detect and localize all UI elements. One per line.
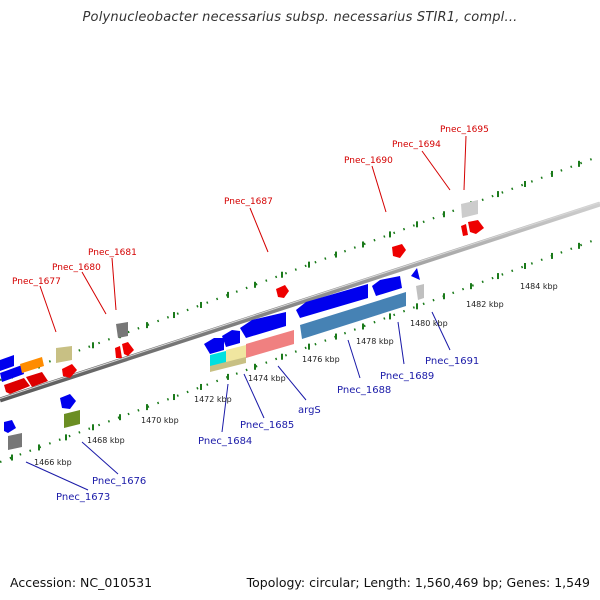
gene-label[interactable]: Pnec_1690 [344,156,393,166]
gene-block[interactable] [122,342,134,356]
gene-block[interactable] [416,284,424,300]
gene-block[interactable] [296,284,368,318]
topology-text: Topology: circular; Length: 1,560,469 bp… [246,575,590,590]
scale-label: 1484 kbp [520,282,558,291]
gene-label[interactable]: Pnec_1673 [56,492,110,503]
forward-label-leaders [25,311,451,491]
gene-block[interactable] [372,276,402,296]
scale-label: 1476 kbp [302,355,340,364]
gene-block[interactable] [4,378,30,394]
gene-block[interactable] [246,330,294,358]
accession-text: Accession: NC_010531 [10,575,153,590]
gene-block[interactable] [60,394,76,409]
scale-label: 1474 kbp [248,374,286,383]
scale-label: 1472 kbp [194,395,232,404]
gene-label[interactable]: Pnec_1695 [440,125,489,135]
gene-block[interactable] [300,292,406,339]
gene-block[interactable] [461,200,478,218]
scale-label: 1482 kbp [466,300,504,309]
gene-block[interactable] [392,244,406,258]
gene-block[interactable] [210,357,246,372]
scale-label: 1480 kbp [410,319,448,328]
gene-label[interactable]: Pnec_1681 [88,248,137,258]
reverse-label-leaders [39,135,467,333]
reverse-gene-labels: Pnec_1677 Pnec_1680 Pnec_1681 Pnec_1687 … [12,125,489,287]
forward-genes [4,268,424,450]
gene-block[interactable] [0,355,14,371]
gene-block[interactable] [64,410,80,428]
gene-label[interactable]: Pnec_1676 [92,476,146,487]
scale-labels: 1466 kbp 1468 kbp 1470 kbp 1472 kbp 1474… [34,282,558,467]
gene-label[interactable]: Pnec_1689 [380,371,434,382]
gene-block[interactable] [20,357,44,373]
gene-label[interactable]: Pnec_1687 [224,197,273,207]
gene-label[interactable]: Pnec_1688 [337,385,391,396]
gene-block[interactable] [411,268,420,280]
forward-gene-labels: Pnec_1673 Pnec_1676 Pnec_1684 Pnec_1685 … [56,356,479,503]
gene-label[interactable]: Pnec_1684 [198,436,252,447]
scale-label: 1470 kbp [141,416,179,425]
gene-block[interactable] [115,346,122,358]
gene-label[interactable]: Pnec_1685 [240,420,294,431]
map-title: Polynucleobacter necessarius subsp. nece… [82,10,518,25]
gene-block[interactable] [56,346,72,363]
gene-label[interactable]: argS [298,405,321,416]
gene-label[interactable]: Pnec_1677 [12,277,61,287]
scale-label: 1468 kbp [87,436,125,445]
scale-label: 1466 kbp [34,458,72,467]
scale-ticks [11,160,580,461]
gene-block[interactable] [468,220,484,234]
gene-block[interactable] [116,322,128,338]
gene-block[interactable] [26,372,48,387]
gene-block[interactable] [8,433,22,450]
gene-block[interactable] [222,330,240,347]
gene-block[interactable] [204,338,224,354]
gene-label[interactable]: Pnec_1694 [392,140,441,150]
scale-label: 1478 kbp [356,337,394,346]
genome-backbone [0,201,600,403]
gene-block[interactable] [4,420,16,433]
gene-label[interactable]: Pnec_1680 [52,263,101,273]
gene-block[interactable] [62,364,77,378]
gene-block[interactable] [276,285,289,298]
gene-block[interactable] [0,365,24,382]
reverse-genes [0,200,484,394]
gene-block[interactable] [461,224,468,236]
gene-block[interactable] [240,312,286,338]
gene-label[interactable]: Pnec_1691 [425,356,479,367]
